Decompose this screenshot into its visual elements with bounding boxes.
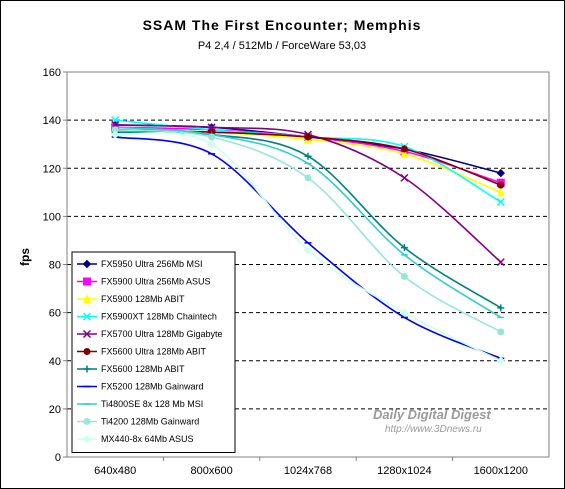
y-tick-label: 120 bbox=[43, 163, 61, 175]
series-11 bbox=[110, 130, 506, 365]
y-tick-label: 20 bbox=[49, 404, 61, 416]
data-point bbox=[496, 187, 506, 197]
data-point bbox=[400, 149, 409, 158]
data-point bbox=[400, 173, 409, 182]
legend-label: FX5700 Ultra 128Mb Gigabyte bbox=[101, 329, 223, 339]
y-axis-label: fps bbox=[18, 248, 32, 266]
watermark-title: Daily Digital Digest bbox=[373, 407, 491, 422]
legend-box bbox=[71, 251, 236, 453]
legend-label: FX5600 128Mb ABIT bbox=[101, 364, 185, 374]
legend-marker bbox=[82, 329, 92, 339]
data-point bbox=[496, 197, 505, 206]
legend: FX5950 Ultra 256Mb MSI FX5900 Ultra 256Mb… bbox=[71, 251, 236, 453]
legend-label: Ti4200 128Mb Gainward bbox=[101, 417, 199, 427]
legend-item: FX5600 Ultra 128Mb ABIT bbox=[77, 347, 207, 357]
data-point bbox=[496, 258, 505, 267]
legend-item: FX5900 128Mb ABIT bbox=[77, 294, 185, 304]
series-10 bbox=[111, 126, 505, 336]
chart-title: SSAM The First Encounter; Memphis bbox=[143, 17, 422, 33]
data-point bbox=[496, 356, 506, 365]
legend-label: MX440-8x 64Mb ASUS bbox=[101, 434, 194, 444]
legend-item: FX5700 Ultra 128Mb Gigabyte bbox=[77, 329, 223, 339]
data-point bbox=[110, 130, 120, 139]
x-axis-ticks: 640x480 800x600 1024x768 1280x1024 1600x1200 bbox=[94, 457, 528, 477]
series-layer bbox=[110, 116, 506, 365]
legend-item: FX5900XT 128Mb Chaintech bbox=[77, 312, 217, 322]
y-tick-label: 160 bbox=[43, 67, 61, 79]
legend-item: Ti4800SE 8x 128 Mb MSI bbox=[77, 399, 203, 409]
x-tick-label: 640x480 bbox=[94, 465, 136, 477]
data-point bbox=[400, 145, 408, 153]
data-point bbox=[304, 152, 312, 160]
legend-label: FX5900 128Mb ABIT bbox=[101, 294, 185, 304]
legend-marker bbox=[82, 259, 92, 269]
legend-label: Ti4800SE 8x 128 Mb MSI bbox=[101, 399, 203, 409]
data-point bbox=[208, 133, 216, 141]
legend-label: FX5900XT 128Mb Chaintech bbox=[101, 312, 217, 322]
data-point bbox=[400, 308, 409, 317]
y-axis-ticks: 0 20 40 60 80 100 120 140 160 bbox=[43, 67, 67, 464]
data-point bbox=[400, 244, 408, 252]
legend-marker bbox=[83, 418, 91, 425]
data-point bbox=[400, 273, 408, 281]
legend-item: Ti4200 128Mb Gainward bbox=[77, 417, 199, 427]
data-point bbox=[304, 133, 312, 141]
data-point bbox=[304, 174, 312, 182]
legend-label: FX5200 128Mb Gainward bbox=[101, 382, 204, 392]
legend-marker bbox=[82, 294, 92, 303]
legend-marker bbox=[82, 312, 92, 321]
y-tick-label: 100 bbox=[43, 211, 61, 223]
y-tick-label: 0 bbox=[55, 452, 61, 464]
data-point bbox=[497, 328, 505, 336]
data-point bbox=[497, 181, 505, 189]
legend-label: FX5950 Ultra 256Mb MSI bbox=[101, 259, 203, 269]
legend-marker bbox=[83, 365, 91, 373]
data-point bbox=[303, 245, 313, 255]
legend-item: FX5600 128Mb ABIT bbox=[77, 364, 185, 374]
legend-item: FX5950 Ultra 256Mb MSI bbox=[77, 259, 203, 269]
legend-marker bbox=[83, 348, 91, 355]
x-tick-label: 1024x768 bbox=[284, 465, 332, 477]
x-tick-label: 1600x1200 bbox=[474, 465, 528, 477]
x-tick-label: 1280x1024 bbox=[377, 465, 431, 477]
y-tick-label: 40 bbox=[49, 356, 61, 368]
watermark-url: http://www.3Dnews.ru bbox=[385, 424, 482, 435]
x-tick-label: 800x600 bbox=[190, 465, 232, 477]
data-point bbox=[497, 304, 505, 312]
y-tick-label: 140 bbox=[43, 115, 61, 127]
series-line bbox=[115, 124, 502, 263]
data-point bbox=[207, 139, 216, 149]
legend-item: FX5900 Ultra 256Mb ASUS bbox=[77, 277, 211, 287]
legend-item: MX440-8x 64Mb ASUS bbox=[77, 434, 194, 444]
chart-subtitle: P4 2,4 / 512Mb / ForceWare 53,03 bbox=[198, 40, 366, 52]
data-point bbox=[496, 168, 506, 178]
legend-label: FX5600 Ultra 128Mb ABIT bbox=[101, 347, 207, 357]
legend-item: FX5200 128Mb Gainward bbox=[77, 382, 204, 392]
legend-label: FX5900 Ultra 256Mb ASUS bbox=[101, 277, 211, 287]
legend-marker bbox=[82, 434, 92, 444]
y-tick-label: 60 bbox=[49, 308, 61, 320]
legend-marker bbox=[83, 277, 91, 286]
y-tick-label: 80 bbox=[49, 260, 61, 272]
